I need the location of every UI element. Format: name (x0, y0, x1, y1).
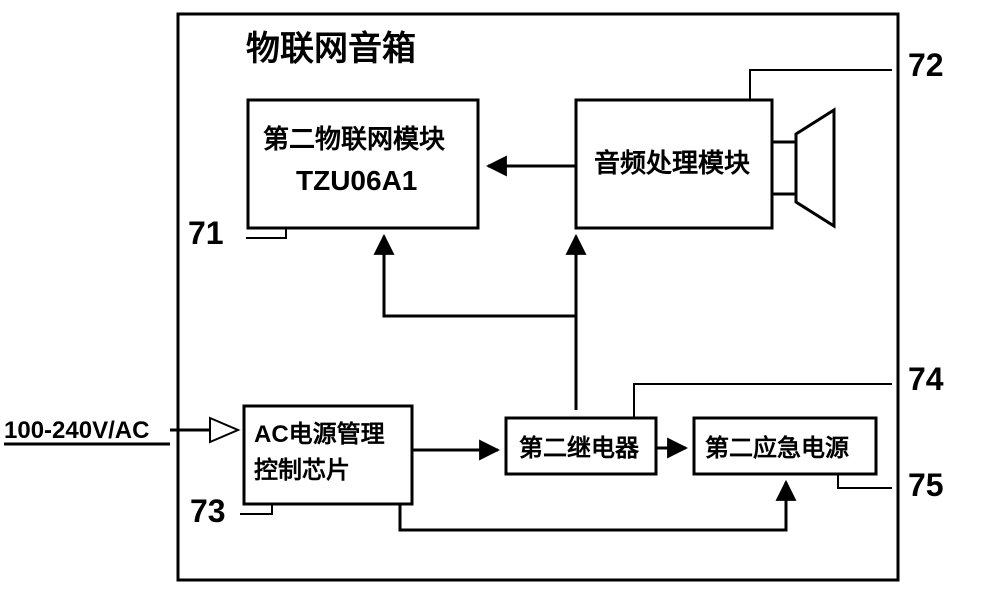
callout-number: 74 (908, 361, 944, 397)
speaker-icon (772, 142, 796, 194)
block-ac_chip-label: 控制芯片 (254, 456, 350, 484)
block-audio_module-label: 音频处理模块 (594, 148, 750, 178)
connector (384, 236, 576, 410)
diagram-title: 物联网音箱 (246, 30, 416, 68)
callout-leader (838, 474, 892, 488)
connector (400, 482, 786, 530)
block-iot_module (248, 100, 478, 228)
callout-number: 72 (908, 47, 944, 83)
speaker-icon (796, 110, 834, 226)
callout-leader (750, 70, 892, 100)
external-power-label: 100-240V/AC (4, 417, 149, 444)
callout-number: 75 (908, 467, 944, 503)
block-relay2-label: 第二继电器 (519, 434, 640, 462)
block-ac_chip-label: AC电源管理 (254, 420, 385, 448)
callout-number: 73 (190, 493, 226, 529)
callout-number: 71 (188, 215, 224, 251)
connector-arrowhead (210, 418, 238, 442)
block-eps2-label: 第二应急电源 (705, 434, 849, 462)
block-iot_module-label: 第二物联网模块 (263, 124, 445, 154)
block-iot_module-label: TZU06A1 (296, 165, 417, 196)
callout-leader (634, 384, 892, 418)
